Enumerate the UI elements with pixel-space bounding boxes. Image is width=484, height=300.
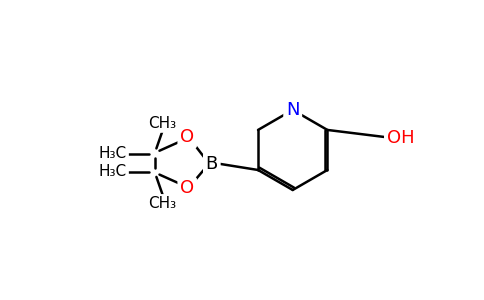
Text: H₃C: H₃C bbox=[98, 164, 127, 179]
Text: CH₃: CH₃ bbox=[149, 116, 177, 130]
Text: B: B bbox=[206, 155, 218, 173]
Text: O: O bbox=[180, 128, 194, 146]
Text: H₃C: H₃C bbox=[98, 146, 127, 161]
Text: O: O bbox=[180, 179, 194, 197]
Text: N: N bbox=[286, 101, 300, 119]
Text: OH: OH bbox=[387, 129, 414, 147]
Text: CH₃: CH₃ bbox=[149, 196, 177, 211]
